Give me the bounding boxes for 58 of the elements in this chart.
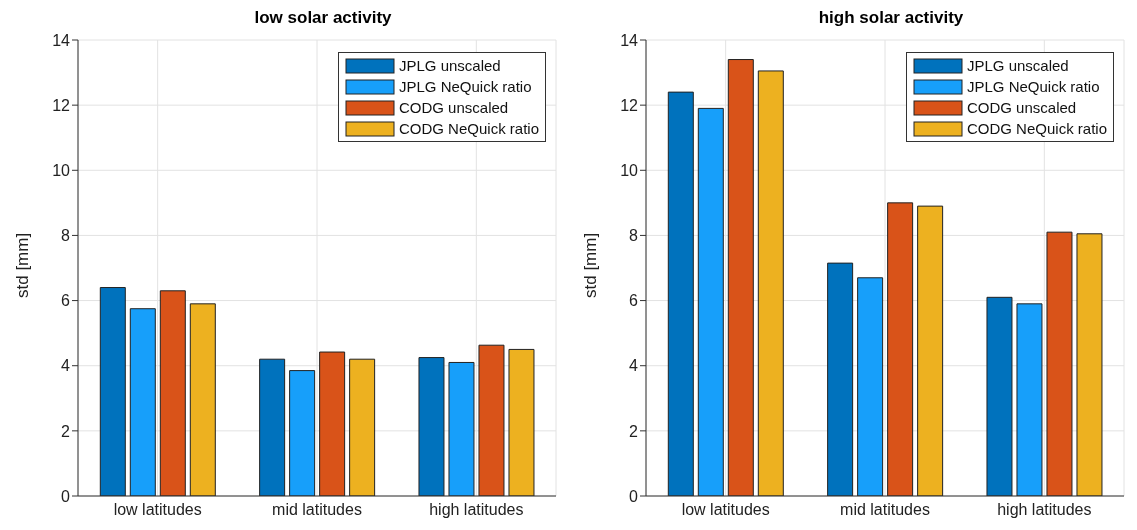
y-tick-label: 2 [629,422,639,440]
bar [99,287,126,496]
bar [667,91,694,496]
y-tick-label: 0 [629,487,639,505]
legend-label: JPLG unscaled [398,57,501,74]
bar [1076,233,1103,496]
bar [857,277,884,496]
bar [478,344,505,496]
y-tick-label: 14 [52,31,71,49]
y-tick-label: 2 [61,422,71,440]
bar [189,303,216,496]
x-tick-label: high latitudes [997,501,1092,519]
y-tick-label: 4 [629,357,639,375]
legend-label: CODG unscaled [966,99,1077,116]
bar [349,358,376,496]
y-tick-label: 8 [61,227,71,245]
chart-title: low solar activity [253,8,393,29]
legend-label: CODG NeQuick ratio [966,120,1107,137]
y-tick-label: 6 [629,292,639,310]
bar [757,70,784,496]
legend-label: JPLG unscaled [966,57,1069,74]
x-tick-label: high latitudes [429,501,524,519]
x-tick-label: mid latitudes [272,501,362,519]
bar [1016,303,1043,496]
bar [418,357,445,496]
y-tick-label: 0 [61,487,71,505]
x-tick-label: low latitudes [681,501,770,519]
bar [727,59,754,496]
bar [827,262,854,496]
legend-label: JPLG NeQuick ratio [398,78,532,95]
bar [917,205,944,496]
bar [319,351,346,496]
y-tick-label: 8 [629,227,639,245]
y-tick-label: 12 [52,96,71,114]
legend-label: JPLG NeQuick ratio [966,78,1100,95]
y-tick-label: 6 [61,292,71,310]
bar [887,202,914,496]
y-tick-label: 4 [61,357,71,375]
y-tick-label: 10 [620,161,639,179]
x-tick-label: low latitudes [113,501,202,519]
bar [508,348,535,496]
legend-label: CODG unscaled [398,99,509,116]
bar [697,107,724,496]
bar [289,370,316,496]
bar [448,361,475,496]
legend-label: CODG NeQuick ratio [398,120,539,137]
bar [259,358,286,496]
bar [986,296,1013,496]
y-axis-title: std [mm] [581,232,601,298]
y-tick-label: 10 [52,161,71,179]
y-axis-title: std [mm] [13,232,33,298]
y-tick-label: 14 [620,31,639,49]
chart-title: high solar activity [817,8,965,29]
bar [1046,231,1073,496]
x-tick-label: mid latitudes [840,501,930,519]
y-tick-label: 12 [620,96,639,114]
bar [159,290,186,496]
bar [129,308,156,496]
